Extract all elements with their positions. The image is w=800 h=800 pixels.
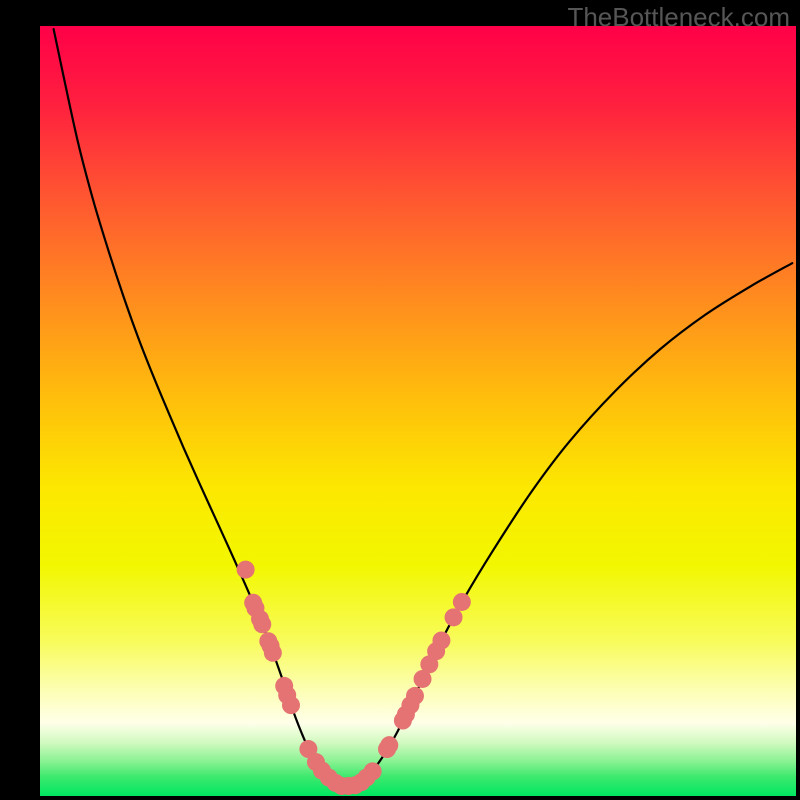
bottleneck-chart bbox=[0, 0, 800, 800]
curve-marker bbox=[364, 762, 382, 780]
curve-marker bbox=[253, 615, 271, 633]
curve-marker bbox=[282, 696, 300, 714]
curve-marker bbox=[264, 644, 282, 662]
curve-marker bbox=[453, 593, 471, 611]
curve-marker bbox=[237, 561, 255, 579]
chart-stage: TheBottleneck.com bbox=[0, 0, 800, 800]
curve-marker bbox=[380, 736, 398, 754]
curve-marker bbox=[445, 608, 463, 626]
curve-marker bbox=[432, 631, 450, 649]
curve-marker bbox=[406, 687, 424, 705]
